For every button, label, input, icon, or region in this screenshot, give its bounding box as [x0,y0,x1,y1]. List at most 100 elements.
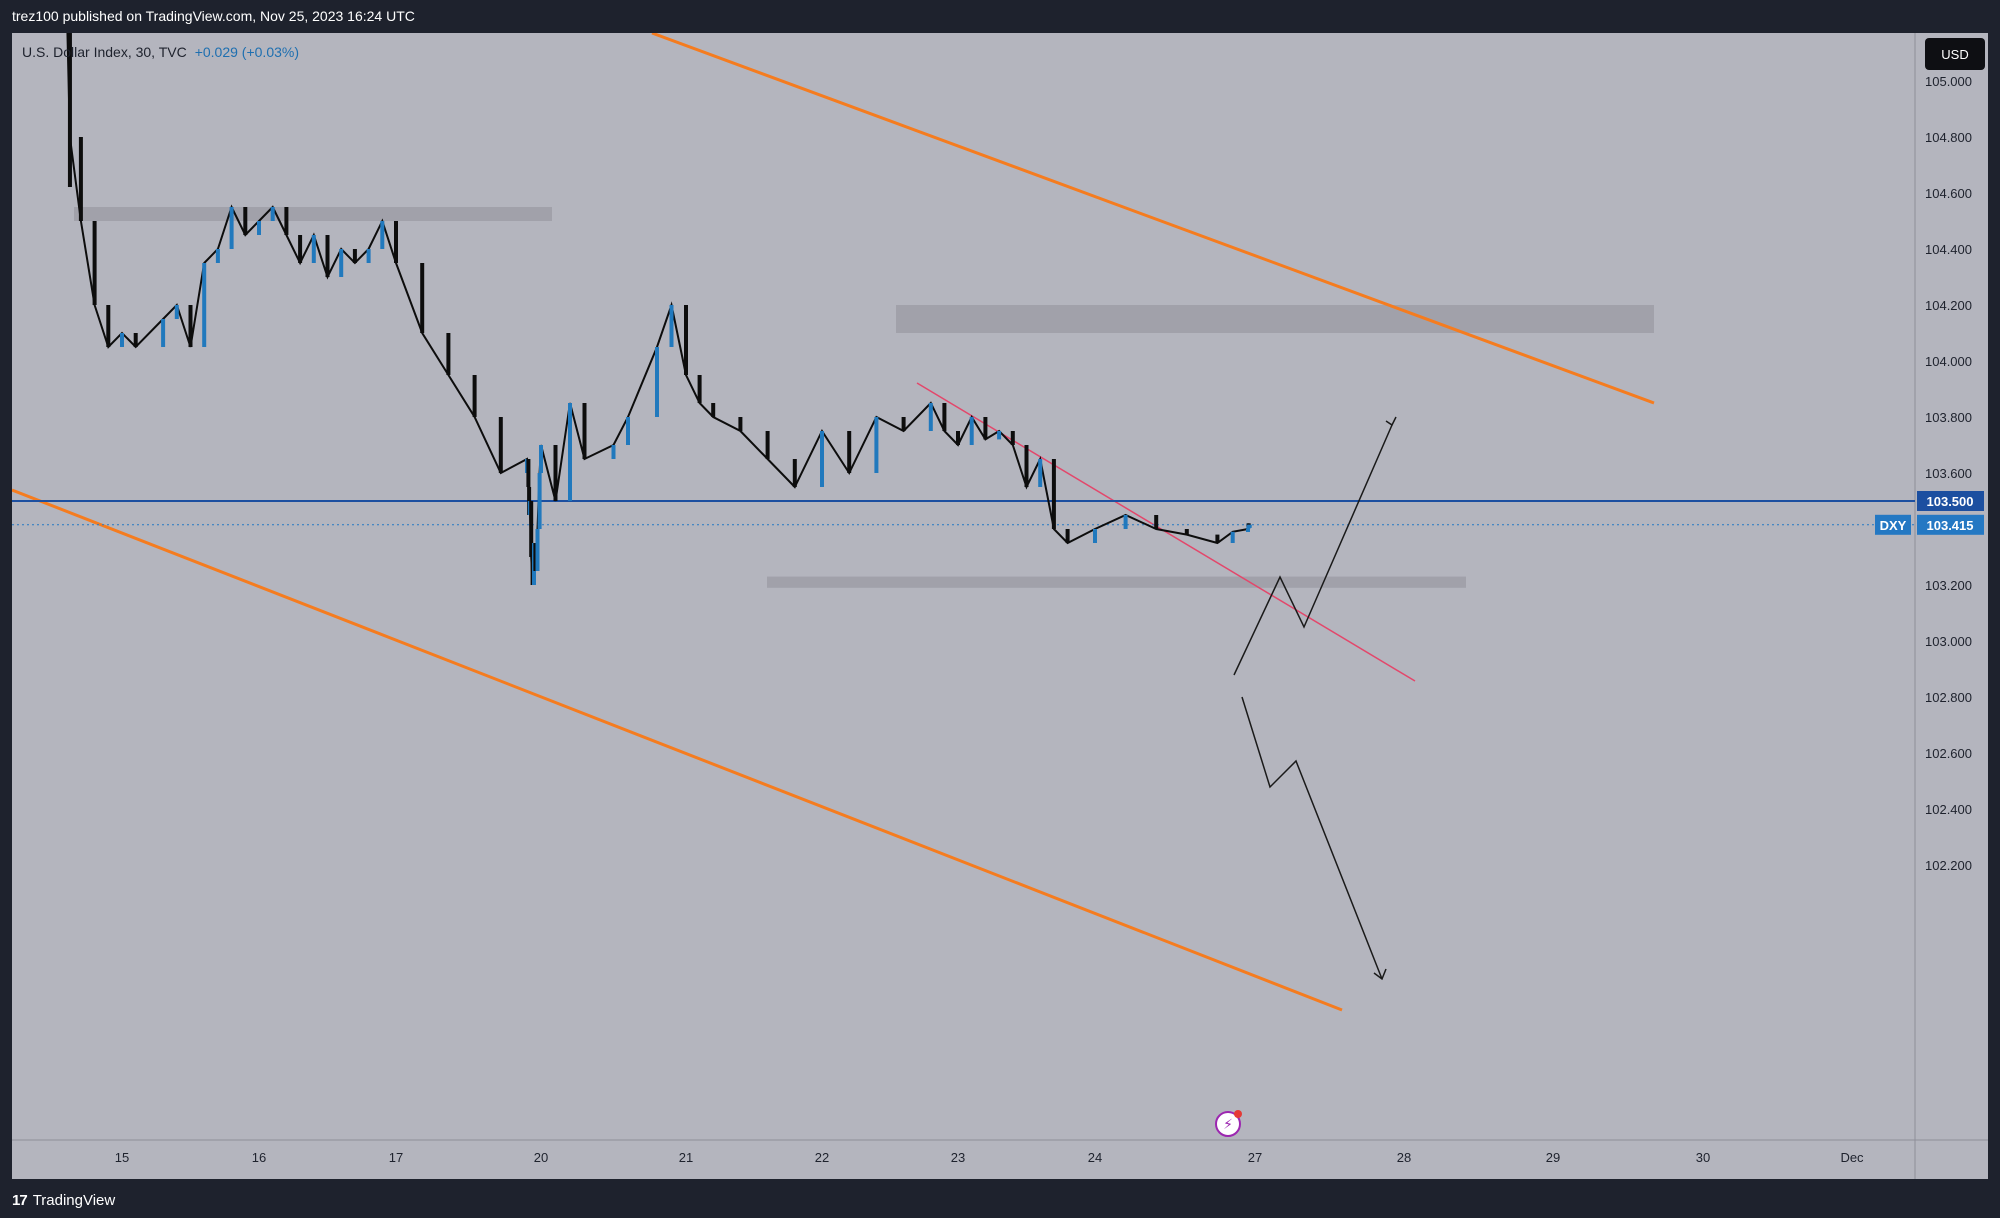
x-tick-label: 29 [1546,1150,1560,1165]
lightning-icon [1215,1111,1241,1137]
x-tick-label: 22 [815,1150,829,1165]
y-tick-label: 104.400 [1925,242,1972,257]
tradingview-logo-icon: 17 [12,1191,28,1209]
ticker-badge-label: DXY [1880,518,1907,533]
price-candle [529,501,534,557]
price-candle [997,431,1002,440]
y-tick-label: 102.600 [1925,746,1972,761]
x-tick-label: Dec [1840,1150,1864,1165]
y-tick-label: 103.200 [1925,578,1972,593]
last-price-badge [1917,514,1984,535]
price-candle [120,333,124,347]
footer: 17 TradingView [12,1188,115,1212]
x-tick-label: 16 [252,1150,266,1165]
x-tick-label: 21 [679,1150,693,1165]
price-candle [498,417,503,473]
price-candle [161,319,166,347]
price-candle [1154,515,1159,529]
price-candle [874,417,879,473]
price-candle [325,235,330,277]
price-candle [626,417,630,445]
price-candle [568,403,572,501]
level-badge-label: 103.500 [1927,494,1974,509]
price-candle [1024,445,1029,487]
footer-brand: TradingView [32,1191,116,1209]
y-tick-label: 102.200 [1925,858,1972,873]
resistance-zone-right [896,305,1654,333]
price-candle [229,207,234,249]
price-candle [78,137,83,221]
price-candle [537,473,542,529]
publish-header: trez100 published on TradingView.com, No… [12,8,415,24]
bearish-arrow-head [1373,968,1387,981]
price-candle [1093,529,1097,543]
price-candle [711,403,716,417]
change-label: +0.029 (+0.03%) [194,44,299,60]
x-tick-label: 15 [115,1150,129,1165]
y-tick-label: 104.600 [1925,186,1972,201]
price-candle [1247,524,1252,528]
price-candle [582,403,587,459]
price-candle [366,249,371,263]
price-candle [655,347,659,417]
price-candle [284,207,289,235]
price-chart[interactable]: 105.000 104.800 104.600 104.400 104.200 104.0… [12,33,1988,1179]
price-candle [92,221,97,305]
price-candle [942,403,947,431]
price-candle [1051,459,1056,529]
price-candle [243,207,248,235]
price-candle [526,459,531,487]
ticker-badge [1875,514,1911,535]
price-candle [311,235,316,263]
channel-lower-line [12,488,1343,1012]
price-candle [792,459,797,487]
price-candle [847,431,852,473]
price-candle [738,417,743,431]
x-tick-label: 17 [389,1150,403,1165]
price-candle [697,375,702,403]
bearish-projection-path [1241,696,1383,980]
y-tick-label: 104.200 [1925,298,1972,313]
price-candle [446,333,451,375]
chart-legend: U.S. Dollar Index, 30, TVC +0.029 (+0.03… [22,44,299,60]
price-candle [270,207,275,221]
price-candle [420,263,425,333]
notification-dot-icon [1234,1110,1242,1118]
price-candle [188,305,193,347]
bullish-projection-path [1233,424,1393,676]
price-candle [1230,531,1235,543]
y-tick-label: 104.800 [1925,130,1972,145]
x-tick-label: 24 [1088,1150,1102,1165]
price-candle [257,221,261,235]
resistance-zone-left [74,207,552,221]
y-tick-label: 102.400 [1925,802,1972,817]
price-candle [553,445,558,501]
price-candle [1010,431,1015,445]
y-tick-label: 104.000 [1925,354,1972,369]
price-candle [901,417,906,431]
price-candle [765,431,770,459]
price-candle [394,221,398,263]
x-tick-label: 28 [1397,1150,1411,1165]
currency-button[interactable]: USD [1925,38,1985,70]
price-candle [669,305,674,347]
last-price-badge-label: 103.415 [1927,518,1974,533]
y-tick-label: 103.800 [1925,410,1972,425]
level-badge [1917,491,1984,511]
chart-area[interactable]: 105.000 104.800 104.600 104.400 104.200 104.0… [12,33,1988,1179]
price-candle [684,305,688,375]
y-tick-label: 103.000 [1925,634,1972,649]
price-candle [928,403,933,431]
price-candle [202,263,207,347]
lightning-icon-glyph: ⚡ [1223,1117,1233,1133]
price-candle [380,221,385,249]
price-candle [472,375,477,417]
price-candle [1184,529,1189,535]
x-tick-label: 30 [1696,1150,1710,1165]
price-candle [533,543,538,571]
price-candle [956,431,960,445]
price-candle [352,249,357,263]
price-candle [1246,529,1250,532]
price-candle [535,529,540,571]
price-candle [67,33,72,187]
